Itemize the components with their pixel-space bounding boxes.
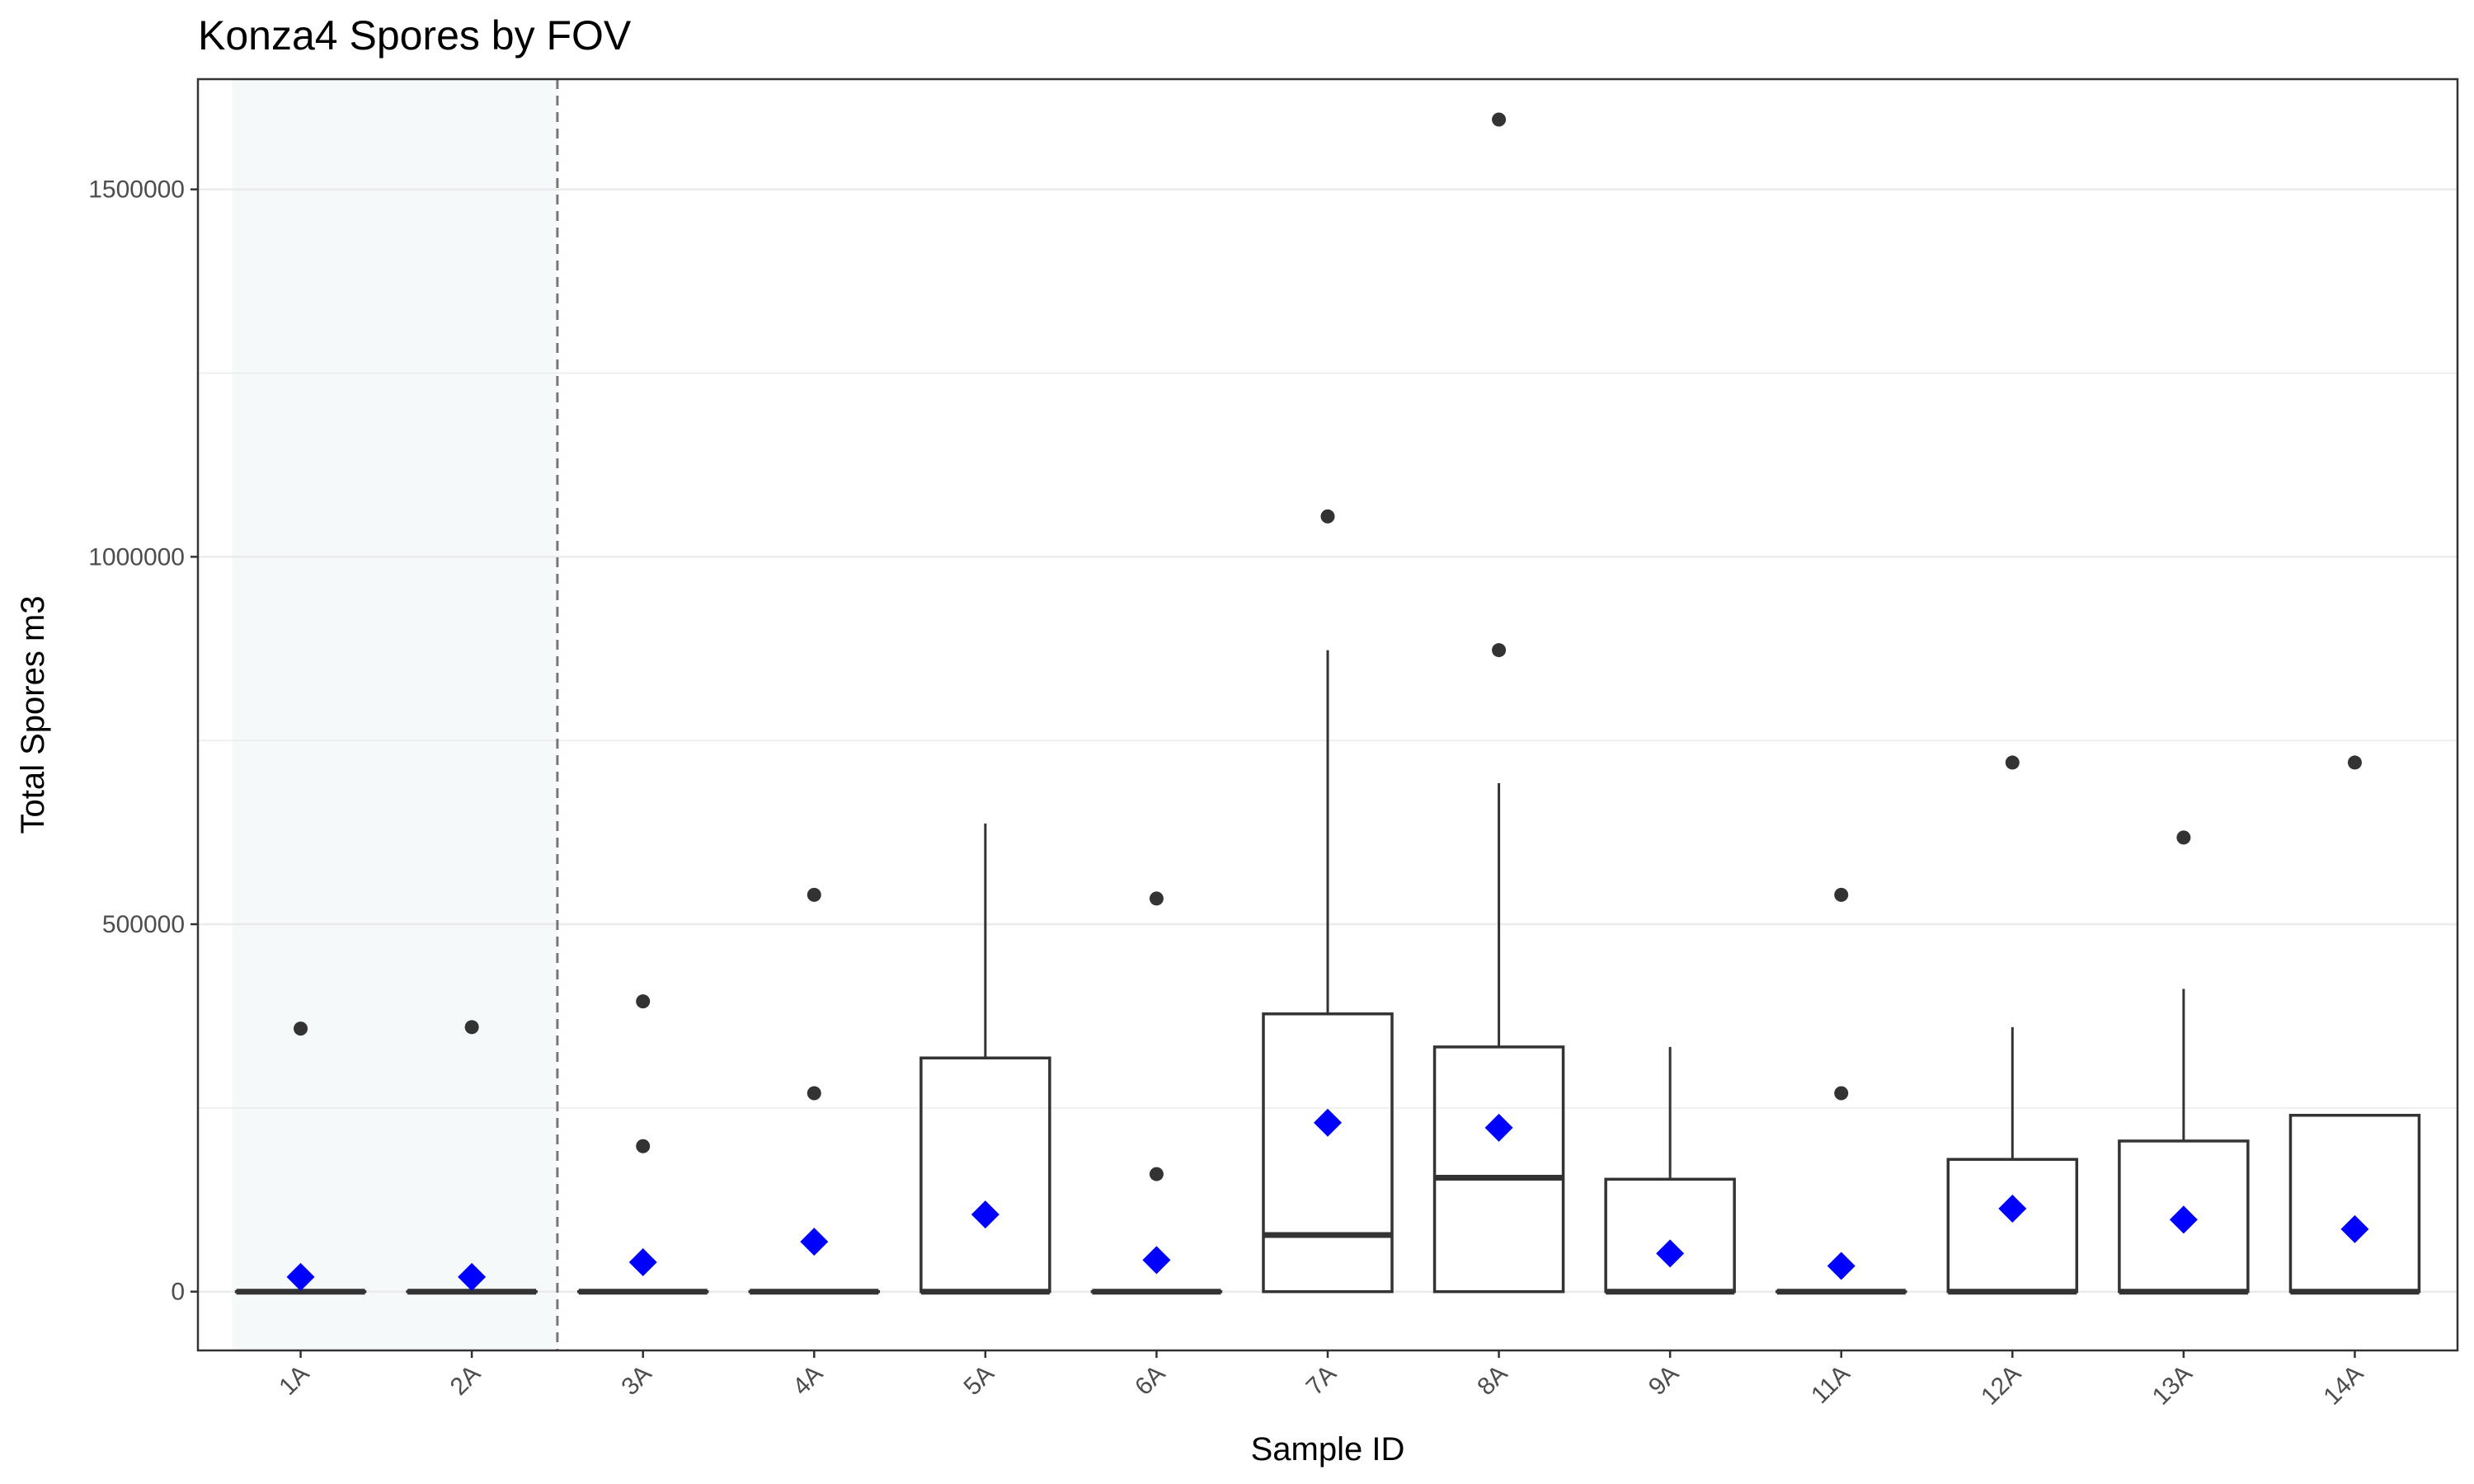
mean-marker <box>800 1228 829 1256</box>
mean-marker <box>1314 1108 1342 1137</box>
outlier-point <box>2347 755 2362 770</box>
y-tick-label: 1500000 <box>88 176 185 204</box>
mean-marker <box>286 1262 315 1291</box>
points-layer <box>286 112 2369 1291</box>
outlier-point <box>1149 1167 1164 1181</box>
y-tick-label: 500000 <box>102 911 185 938</box>
y-tick-label: 1000000 <box>88 543 185 571</box>
mean-marker <box>1484 1113 1513 1142</box>
mean-marker <box>1656 1239 1685 1268</box>
boxes-layer <box>234 650 2421 1295</box>
mean-marker <box>458 1262 487 1291</box>
outlier-point <box>1149 891 1164 906</box>
mean-marker <box>971 1200 999 1229</box>
y-axis-title: Total Spores m3 <box>15 595 51 834</box>
outlier-point <box>807 1086 821 1101</box>
outlier-point <box>1492 643 1507 658</box>
box <box>1432 1045 1565 1294</box>
outlier-point <box>1492 112 1507 127</box>
box <box>1262 1012 1394 1294</box>
outlier-point <box>807 887 821 902</box>
highlight-region <box>232 79 557 1350</box>
mean-marker <box>1827 1252 1856 1280</box>
outlier-point <box>2176 830 2191 845</box>
outlier-point <box>1834 887 1849 902</box>
mean-marker <box>2340 1214 2369 1243</box>
mean-marker <box>2169 1205 2198 1234</box>
x-axis-title: Sample ID <box>1251 1431 1405 1468</box>
outlier-point <box>636 994 651 1009</box>
outlier-point <box>1834 1086 1849 1101</box>
chart-title: Konza4 Spores by FOV <box>198 12 632 59</box>
y-tick-label: 0 <box>171 1279 185 1306</box>
highlight-region-layer <box>232 79 557 1350</box>
outlier-point <box>636 1139 651 1153</box>
outlier-point <box>464 1020 479 1035</box>
outlier-point <box>294 1021 308 1036</box>
outlier-point <box>2005 755 2020 770</box>
mean-marker <box>1142 1246 1171 1275</box>
mean-marker <box>628 1248 657 1277</box>
outlier-point <box>1320 509 1335 524</box>
mean-marker <box>1998 1194 2027 1223</box>
